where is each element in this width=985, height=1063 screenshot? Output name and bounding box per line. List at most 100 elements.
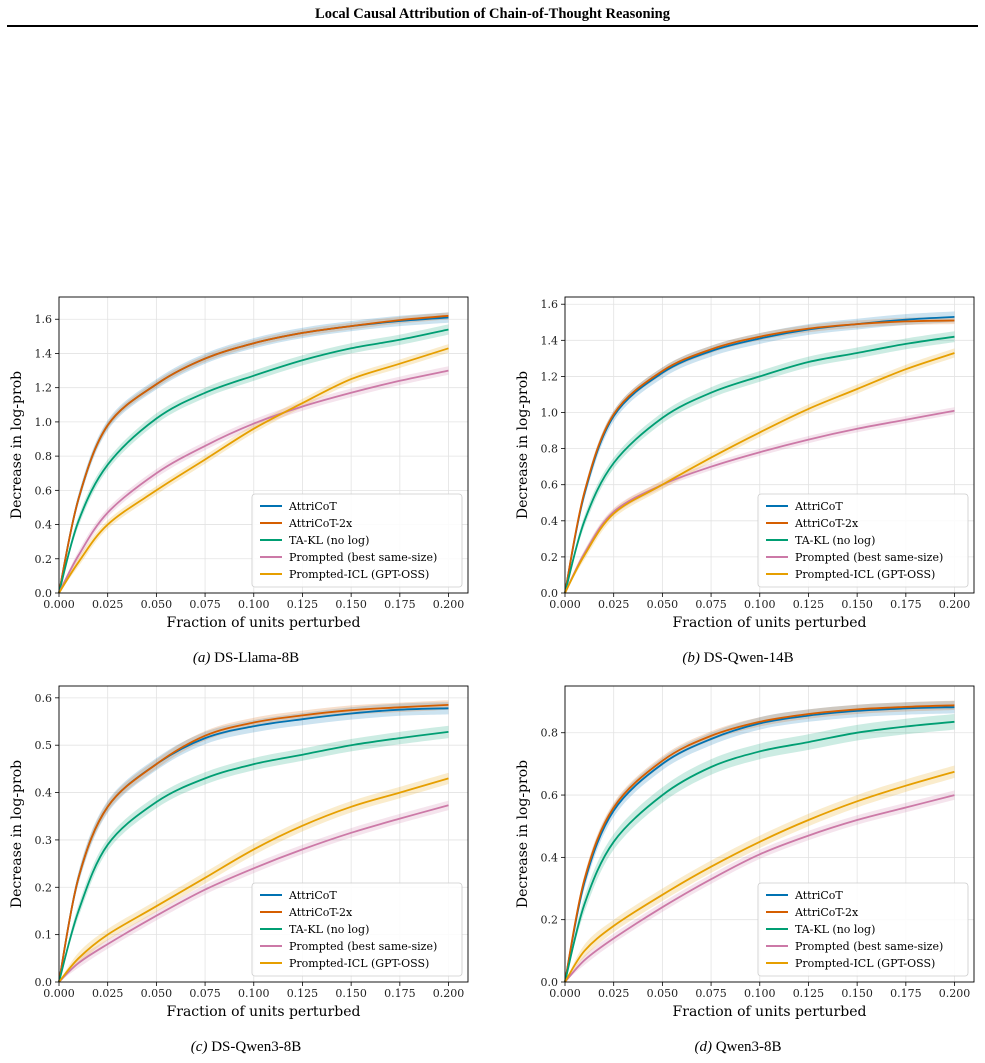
legend: AttriCoT AttriCoT-2x TA-KL (no log) Prompte… [251,493,463,588]
plot-area [58,312,449,594]
x-tick-label: 0.100 [238,598,270,611]
x-tick-label: 0.175 [384,987,416,1000]
series-line-ta-kl-no-log [58,731,449,983]
series-line-prompted-best-same-size [58,369,449,594]
legend-entry-prompted-icl-gpt-oss: Prompted-ICL (GPT-OSS) [795,957,935,970]
header-divider [7,25,978,27]
x-tick-label: 0.200 [433,987,465,1000]
caption-d: (d) Qwen3-8B [492,1039,984,1056]
x-tick-label: 0.000 [43,987,75,1000]
series-line-prompted-icl-gpt-oss [564,352,955,594]
x-tick-label: 0.150 [335,987,367,1000]
legend-entry-prompted-best-same-size: Prompted (best same-size) [795,551,943,564]
y-tick-label: 0.2 [541,551,559,564]
legend-entry-ta-kl-no-log: TA-KL (no log) [289,923,369,936]
legend: AttriCoT AttriCoT-2x TA-KL (no log) Prompte… [251,882,463,977]
band-prompted-best-same-size [565,790,955,982]
caption-a: (a) DS-Llama-8B [0,650,492,667]
x-axis-label: Fraction of units perturbed [167,615,361,631]
axes-frame [58,296,469,594]
y-tick-label: 0.0 [35,976,53,989]
caption-label: (c) [190,1039,208,1055]
x-tick-label: 0.025 [598,598,630,611]
y-tick-label: 0.8 [541,727,559,740]
series-line-prompted-icl-gpt-oss [58,777,449,983]
caption-text: DS-Qwen-14B [703,650,794,666]
x-axis-label: Fraction of units perturbed [673,1004,867,1020]
series-line-prompted-best-same-size [58,804,449,983]
x-tick-label: 0.000 [43,598,75,611]
caption-label: (a) [192,650,211,666]
series-line-attricot-2x [564,319,955,594]
y-tick-label: 1.6 [541,298,559,311]
y-tick-label: 0.2 [35,553,53,566]
caption-text: DS-Llama-8B [214,650,300,666]
x-tick-label: 0.200 [939,987,971,1000]
y-tick-label: 1.2 [541,370,559,383]
band-attricot [59,312,449,593]
x-tick-label: 0.000 [549,598,581,611]
legend-entry-ta-kl-no-log: TA-KL (no log) [795,923,875,936]
x-tick-label: 0.075 [695,598,727,611]
caption-label: (d) [694,1039,712,1055]
band-ta-kl-no-log [59,324,449,593]
x-tick-label: 0.125 [793,987,825,1000]
x-tick-label: 0.150 [335,598,367,611]
legend-entry-attricot-2x: AttriCoT-2x [288,906,353,919]
y-tick-label: 1.4 [35,347,53,360]
legend: AttriCoT AttriCoT-2x TA-KL (no log) Prompte… [757,493,969,588]
y-tick-label: 0.6 [541,479,559,492]
caption-c: (c) DS-Qwen3-8B [0,1039,492,1056]
x-tick-label: 0.125 [287,598,319,611]
series-line-attricot-2x [564,704,955,983]
x-tick-label: 0.175 [890,987,922,1000]
series-line-prompted-best-same-size [564,794,955,983]
x-tick-label: 0.050 [141,987,173,1000]
y-tick-label: 0.6 [35,484,53,497]
band-attricot-2x [59,312,449,593]
legend-entry-ta-kl-no-log: TA-KL (no log) [289,534,369,547]
caption-text: Qwen3-8B [715,1039,782,1055]
x-tick-label: 0.150 [841,987,873,1000]
y-tick-label: 0.0 [541,587,559,600]
x-tick-label: 0.125 [287,987,319,1000]
x-axis-label: Fraction of units perturbed [673,615,867,631]
axes-frame [58,685,469,983]
axes: 0.000 0.025 0.050 0.075 0.100 0.125 0.150 0.175… [9,692,464,1020]
legend-entry-attricot-2x: AttriCoT-2x [288,517,353,530]
legend-entry-prompted-best-same-size: Prompted (best same-size) [289,940,437,953]
legend-entry-attricot-2x: AttriCoT-2x [794,517,859,530]
legend-entry-prompted-best-same-size: Prompted (best same-size) [289,551,437,564]
y-axis-label: Decrease in log-prob [9,371,25,519]
series-line-prompted-icl-gpt-oss [58,347,449,594]
y-tick-label: 1.0 [541,407,559,420]
legend-entry-ta-kl-no-log: TA-KL (no log) [795,534,875,547]
y-tick-label: 0.4 [541,851,559,864]
series-line-attricot [564,706,955,983]
page-title: Local Causal Attribution of Chain-of-Tho… [315,6,670,22]
x-tick-label: 0.025 [92,598,124,611]
x-tick-label: 0.025 [598,987,630,1000]
plot-area [564,700,955,983]
y-tick-label: 0.1 [35,929,53,942]
plot-area [58,700,449,983]
legend-box [251,493,463,588]
x-tick-label: 0.100 [744,598,776,611]
axes: 0.000 0.025 0.050 0.075 0.100 0.125 0.150 0.175… [515,298,970,631]
axes-frame [564,296,975,594]
axes-frame [564,685,975,983]
series-line-ta-kl-no-log [58,328,449,594]
legend-entry-attricot: AttriCoT [794,500,843,513]
x-tick-label: 0.050 [647,598,679,611]
y-tick-label: 0.8 [35,450,53,463]
y-axis-label: Decrease in log-prob [9,760,25,908]
caption-b: (b) DS-Qwen-14B [492,650,984,667]
legend-box [251,882,463,977]
x-tick-label: 0.100 [744,987,776,1000]
series-line-ta-kl-no-log [564,720,955,983]
y-tick-label: 1.4 [541,334,559,347]
y-tick-label: 0.4 [35,787,53,800]
